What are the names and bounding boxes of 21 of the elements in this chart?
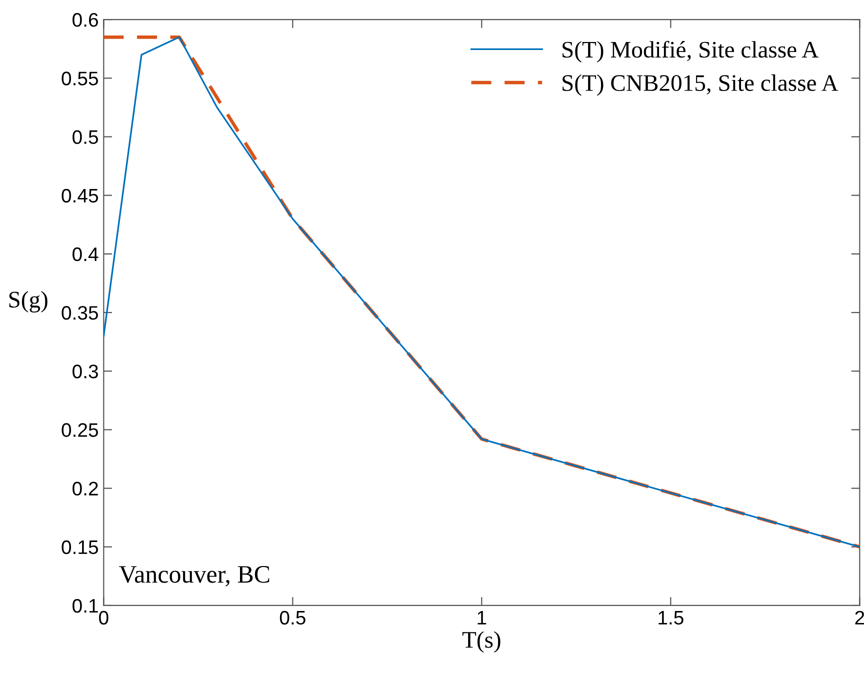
y-tick-label: 0.6	[72, 13, 98, 27]
x-tick-label: 1	[478, 611, 486, 624]
y-tick-label: 0.35	[62, 306, 98, 320]
legend-label: S(T) Modifié, Site classe A	[562, 40, 819, 62]
y-axis-title: S(g)	[9, 291, 48, 313]
x-tick-label: 0.5	[280, 610, 306, 625]
x-tick-label: 2	[855, 610, 864, 624]
y-tick-label: 0.4	[72, 247, 98, 262]
annotation: Vancouver, BC	[119, 566, 270, 586]
y-tick-label: 0.25	[62, 423, 98, 437]
y-tick-label: 0.45	[62, 188, 98, 203]
y-tick-label: 0.1	[72, 598, 98, 613]
x-tick-label: 1.5	[658, 611, 684, 625]
legend-label: S(T) CNB2015, Site classe A	[562, 74, 838, 96]
y-tick-label: 0.5	[72, 130, 98, 144]
y-tick-label: 0.3	[72, 364, 98, 378]
y-tick-label: 0.2	[72, 482, 98, 496]
x-axis-title: T(s)	[462, 631, 500, 653]
y-tick-label: 0.15	[62, 540, 98, 554]
y-tick-label: 0.55	[62, 72, 98, 86]
x-tick-label: 0	[99, 610, 108, 625]
